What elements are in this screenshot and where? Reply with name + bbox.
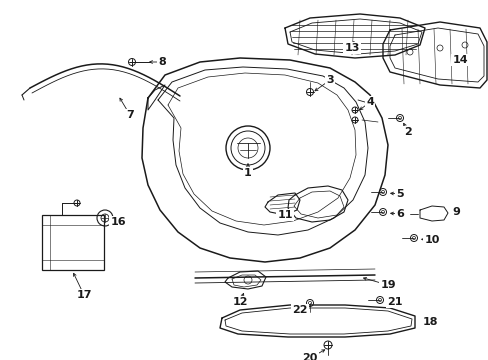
- Text: 22: 22: [292, 305, 307, 315]
- Text: 3: 3: [325, 75, 333, 85]
- Text: 21: 21: [386, 297, 402, 307]
- Text: 12: 12: [232, 297, 247, 307]
- Text: 16: 16: [110, 217, 125, 227]
- Text: 14: 14: [451, 55, 467, 65]
- Text: 5: 5: [395, 189, 403, 199]
- Text: 20: 20: [302, 353, 317, 360]
- Text: 19: 19: [379, 280, 395, 290]
- Text: 13: 13: [344, 43, 359, 53]
- Text: 6: 6: [395, 209, 403, 219]
- Text: 4: 4: [366, 97, 373, 107]
- Text: 17: 17: [76, 290, 92, 300]
- Text: 18: 18: [421, 317, 437, 327]
- Text: 7: 7: [126, 110, 134, 120]
- Text: 1: 1: [244, 168, 251, 178]
- Text: 2: 2: [403, 127, 411, 137]
- Text: 9: 9: [451, 207, 459, 217]
- Text: 11: 11: [277, 210, 292, 220]
- Text: 8: 8: [158, 57, 165, 67]
- Text: 10: 10: [424, 235, 439, 245]
